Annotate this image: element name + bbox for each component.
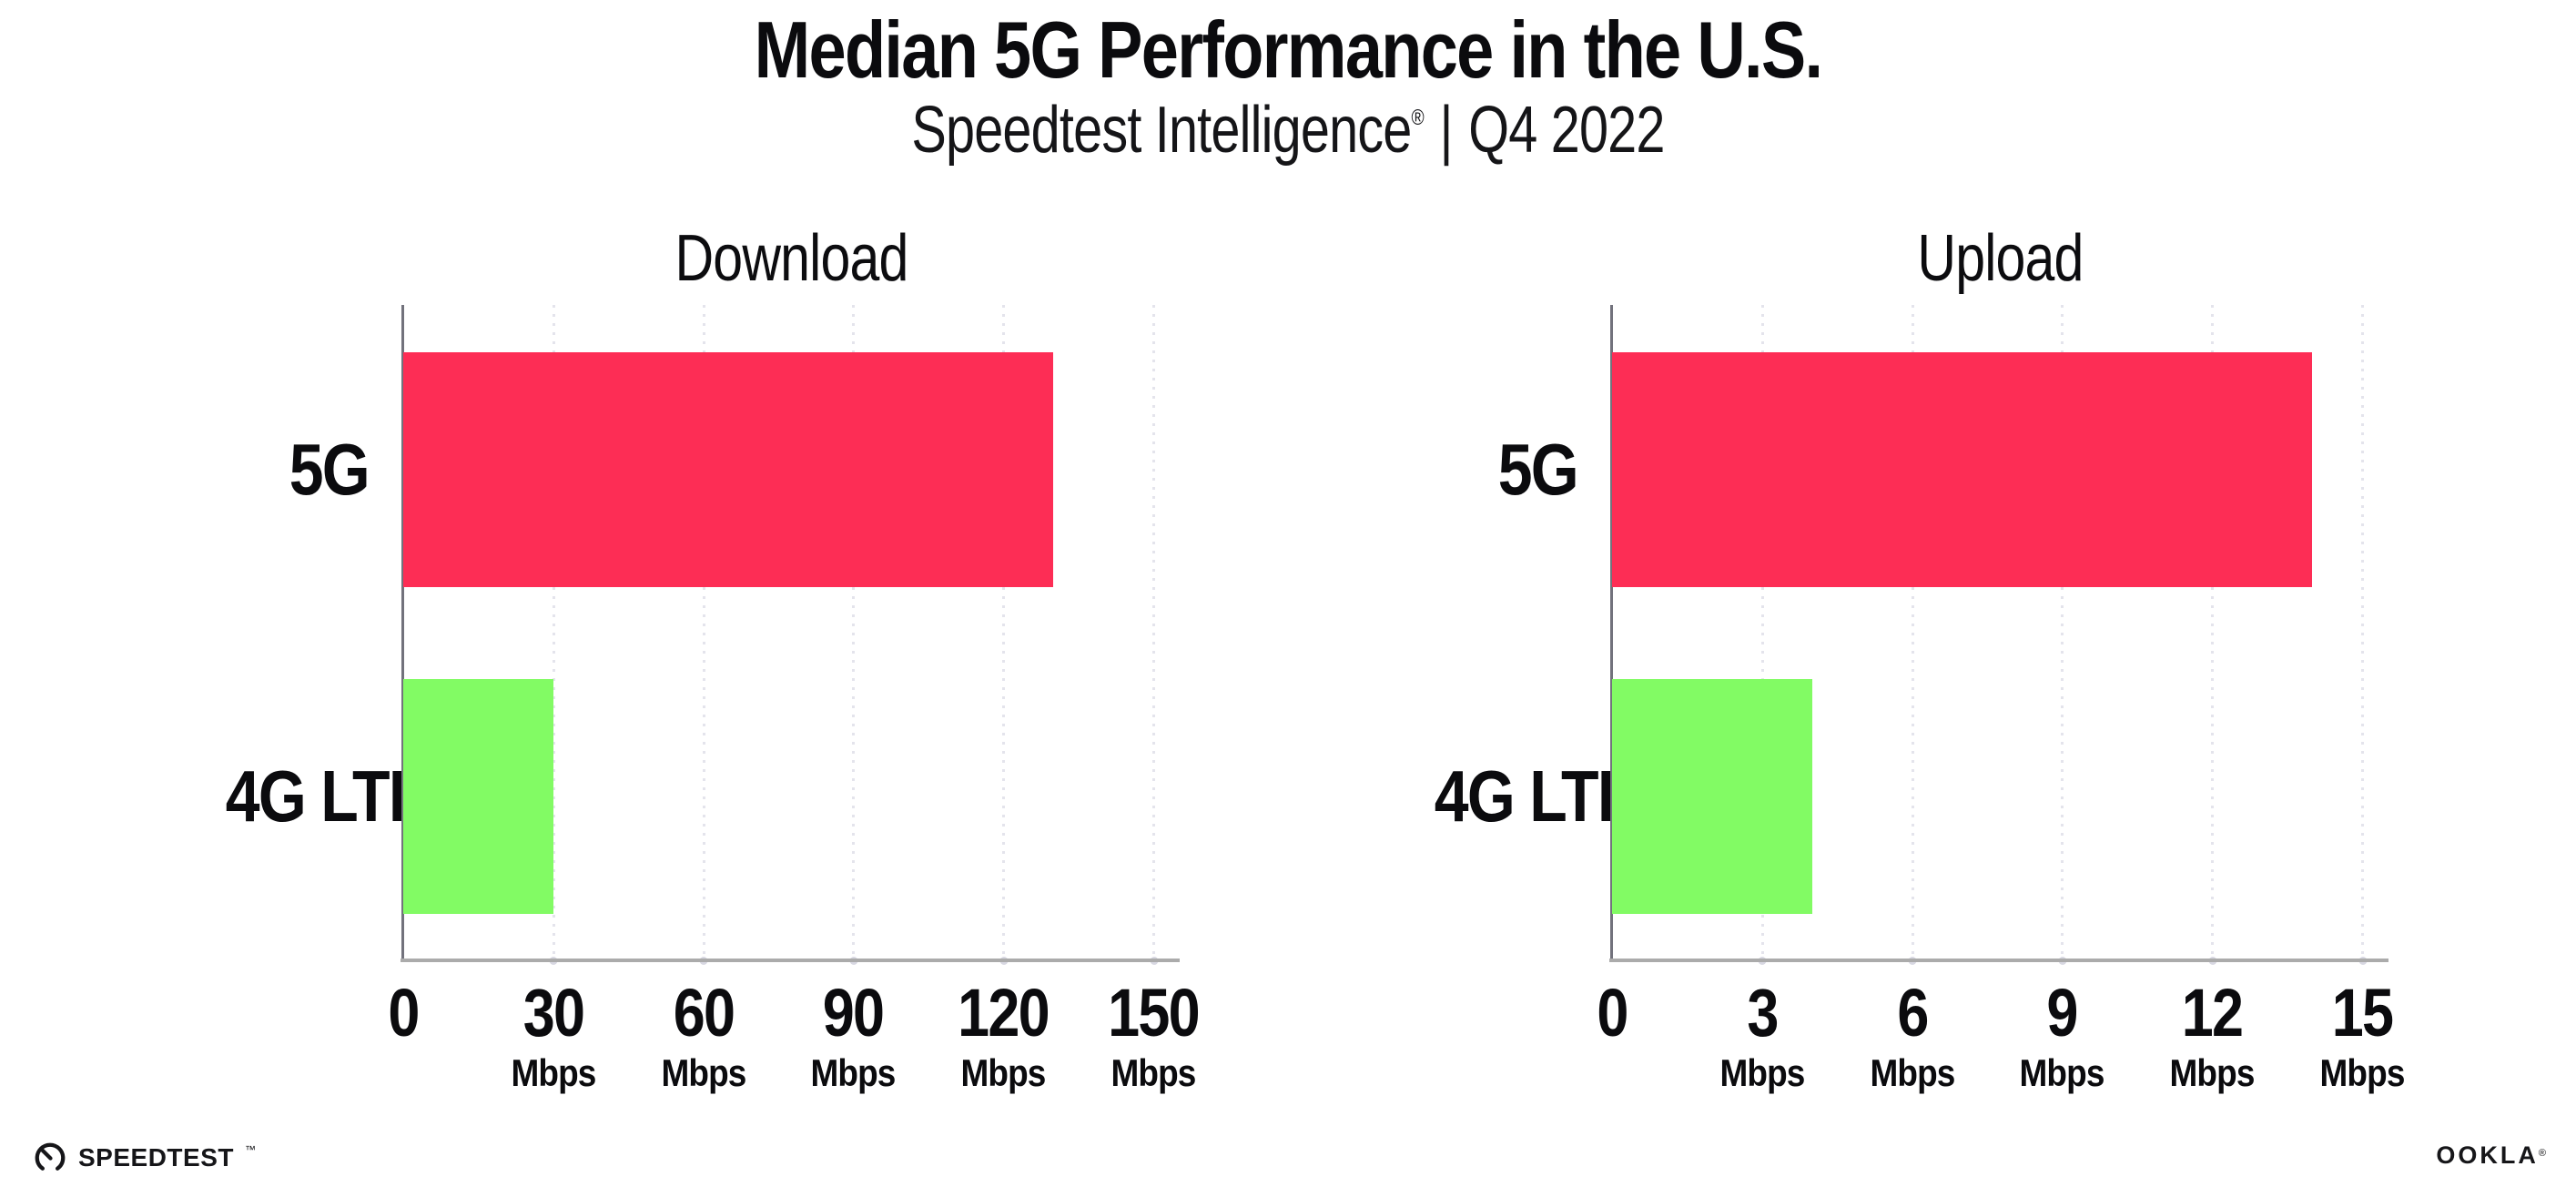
subtitle-separator: | [1439, 94, 1454, 167]
x-tick-unit: Mbps [661, 1050, 746, 1094]
x-tick-value: 12 [2181, 975, 2244, 1050]
x-tick-value: 15 [2331, 975, 2394, 1050]
chart-title-upload: Upload [1917, 222, 2084, 295]
bar-5g [1612, 352, 2313, 587]
registered-mark: ® [2538, 1148, 2546, 1159]
upload-x-axis-ticks: 0 3 Mbps 6 Mbps 9 Mbps 12 Mbps 15 Mbps [1597, 977, 2405, 1131]
x-tick: 12 Mbps [2139, 977, 2285, 1095]
x-tick-value: 0 [388, 975, 420, 1050]
gridline [1911, 305, 1914, 959]
gridline [1152, 305, 1155, 959]
trademark-mark: ™ [244, 1143, 256, 1156]
gridline [1002, 305, 1006, 959]
x-tick-unit: Mbps [2169, 1050, 2256, 1094]
x-tick-unit: Mbps [810, 1050, 897, 1094]
subtitle-brand: Speedtest Intelligence [911, 94, 1412, 167]
x-tick-unit: Mbps [511, 1050, 596, 1094]
x-tick: 90 Mbps [780, 977, 926, 1095]
x-tick: 30 Mbps [481, 977, 626, 1095]
bar-4g-lte [403, 679, 553, 914]
speedtest-wordmark: SPEEDTEST [78, 1143, 234, 1172]
x-tick-value: 9 [2046, 975, 2079, 1050]
gridline [552, 305, 555, 959]
x-tick-value: 150 [1108, 975, 1201, 1050]
x-tick-unit: Mbps [2019, 1050, 2105, 1094]
gridline [1760, 305, 1764, 959]
category-label: 4G LTE [225, 756, 430, 837]
x-tick-unit: Mbps [1870, 1050, 1955, 1094]
gridline [852, 305, 856, 959]
bar-5g [403, 352, 1054, 587]
upload-chart: Upload 5G 4G LTE 0 3 Mbps 6 Mbps 9 Mbps 12 Mbps 15… [1409, 221, 2406, 1141]
x-tick-value: 60 [673, 975, 735, 1050]
bar-4g-lte [1612, 679, 1812, 914]
gridline [2061, 305, 2064, 959]
category-label: 5G [1497, 429, 1579, 510]
gridline [702, 305, 705, 959]
x-tick-unit: Mbps [1719, 1050, 1805, 1094]
page-title: Median 5G Performance in the U.S. [754, 5, 1823, 95]
x-tick: 9 Mbps [1989, 977, 2135, 1095]
chart-title-download: Download [674, 222, 908, 295]
x-tick-value: 120 [958, 975, 1050, 1050]
x-tick: 15 Mbps [2289, 977, 2435, 1095]
category-label: 5G [289, 429, 370, 510]
x-tick: 0 [330, 977, 476, 1050]
page-subtitle: Speedtest Intelligence® | Q4 2022 [258, 93, 2318, 167]
x-tick: 150 Mbps [1080, 977, 1226, 1095]
x-tick: 120 Mbps [930, 977, 1076, 1095]
registered-mark: ® [1411, 106, 1425, 130]
gridline [2211, 305, 2215, 959]
speedtest-logo: SPEEDTEST ™ [33, 1141, 256, 1175]
x-tick: 3 Mbps [1689, 977, 1835, 1095]
download-x-axis-ticks: 0 30 Mbps 60 Mbps 90 Mbps 120 Mbps 150 Mbps [388, 977, 1200, 1131]
x-tick-value: 30 [522, 975, 585, 1050]
upload-plot-area [1609, 305, 2388, 962]
gridline [2361, 305, 2364, 959]
x-tick: 6 Mbps [1840, 977, 1985, 1095]
x-tick-value: 6 [1896, 975, 1929, 1050]
x-tick-unit: Mbps [960, 1050, 1047, 1094]
x-tick: 0 [1539, 977, 1685, 1050]
gauge-icon [35, 1142, 66, 1173]
ookla-logo: OOKLA® [2436, 1141, 2546, 1170]
x-tick-value: 0 [1597, 975, 1628, 1050]
x-tick-unit: Mbps [1111, 1050, 1197, 1094]
x-tick-unit: Mbps [2319, 1050, 2406, 1094]
download-plot-area [401, 305, 1180, 962]
x-tick-value: 90 [823, 975, 885, 1050]
ookla-wordmark: OOKLA [2436, 1141, 2539, 1169]
category-label: 4G LTE [1434, 756, 1638, 837]
x-tick-value: 3 [1747, 975, 1779, 1050]
download-chart: Download 5G 4G LTE 0 30 Mbps 60 Mbps 90 Mbps 120… [200, 221, 1201, 1141]
subtitle-period: Q4 2022 [1468, 94, 1665, 167]
x-tick: 60 Mbps [631, 977, 776, 1095]
